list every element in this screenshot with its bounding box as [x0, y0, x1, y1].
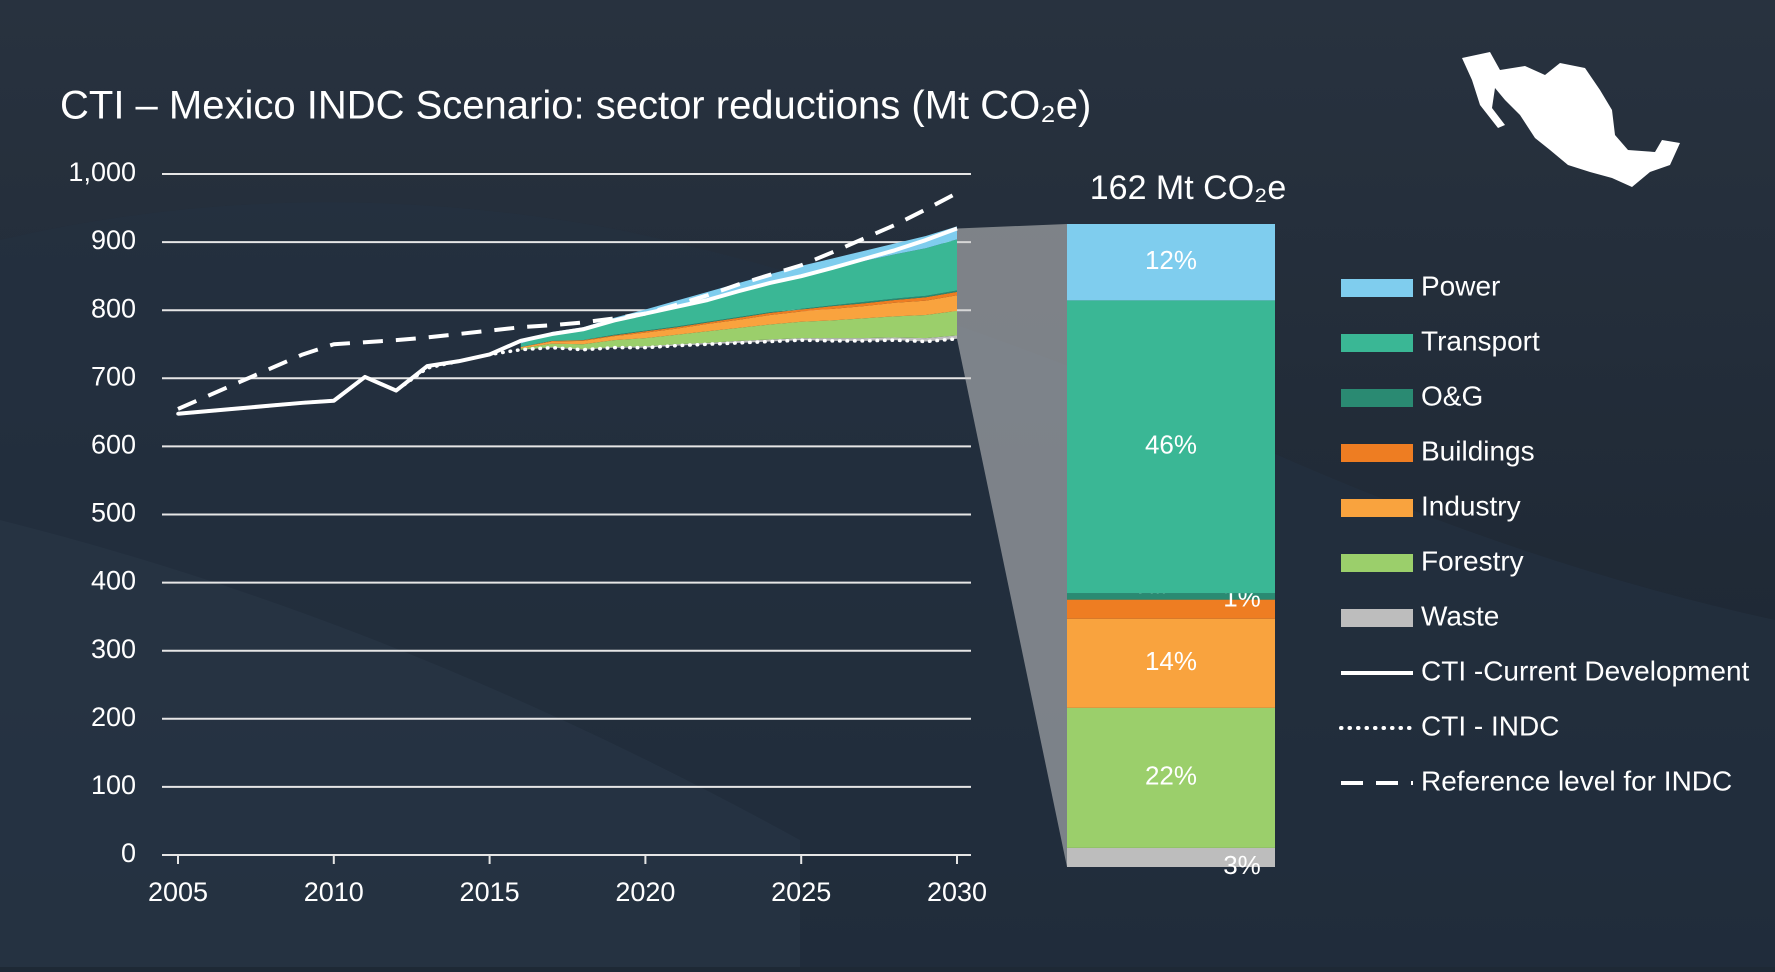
bar-segment: [1067, 707, 1275, 848]
y-tick-label: 300: [91, 634, 136, 664]
y-tick-label: 1,000: [68, 157, 136, 187]
y-tick-label: 700: [91, 361, 136, 391]
bar-label: 22%: [1145, 761, 1197, 791]
x-tick-label: 2005: [148, 877, 208, 907]
bar-label: 14%: [1145, 646, 1197, 676]
x-tick-label: 2030: [927, 877, 987, 907]
bar-segment: [1067, 847, 1275, 867]
bar-segment: [1067, 593, 1275, 600]
line: [177, 191, 958, 411]
area: [520, 291, 957, 347]
bar-segment: [1067, 224, 1275, 301]
bar-title: 162 Mt CO₂e: [1090, 169, 1287, 207]
x-tick-label: 2020: [615, 877, 675, 907]
x-tick-label: 2015: [460, 877, 520, 907]
legend-label: Power: [1421, 270, 1500, 301]
area: [520, 290, 957, 347]
y-tick-label: 100: [91, 770, 136, 800]
x-tick-label: 2010: [304, 877, 364, 907]
legend-label: Forestry: [1421, 545, 1524, 576]
y-tick-label: 0: [121, 838, 136, 868]
legend-label: Waste: [1421, 600, 1499, 631]
legend-swatch: [1341, 444, 1413, 462]
map-icon: [1462, 52, 1680, 187]
legend-swatch: [1341, 334, 1413, 352]
legend-label: Industry: [1421, 490, 1521, 521]
line: [177, 226, 958, 416]
legend-label: Reference level for INDC: [1421, 765, 1732, 796]
chart-title: CTI – Mexico INDC Scenario: sector reduc…: [60, 84, 1091, 128]
y-tick-label: 500: [91, 498, 136, 528]
legend-label: Transport: [1421, 325, 1540, 356]
x-tick-label: 2025: [771, 877, 831, 907]
y-tick-label: 600: [91, 430, 136, 460]
y-tick-label: 400: [91, 566, 136, 596]
legend-swatch: [1341, 279, 1413, 297]
legend-label: CTI - INDC: [1421, 710, 1559, 741]
bar-label: 46%: [1145, 430, 1197, 460]
bar-segment: [1067, 300, 1275, 594]
legend-label: Buildings: [1421, 435, 1535, 466]
y-tick-label: 200: [91, 702, 136, 732]
connector: [957, 224, 1067, 867]
bar-label: 3%: [1223, 850, 1261, 880]
legend-label: O&G: [1421, 380, 1483, 411]
area: [520, 310, 957, 350]
legend-swatch: [1341, 554, 1413, 572]
legend-swatch: [1341, 609, 1413, 627]
bar-segment: [1067, 599, 1275, 619]
area: [520, 335, 957, 350]
y-tick-label: 800: [91, 293, 136, 323]
area: [520, 295, 957, 349]
bar-segment: [1067, 618, 1275, 708]
legend-label: CTI -Current Development: [1421, 655, 1750, 686]
legend-swatch: [1341, 499, 1413, 517]
legend-swatch: [1341, 389, 1413, 407]
y-tick-label: 900: [91, 225, 136, 255]
bar-label: 12%: [1145, 245, 1197, 275]
